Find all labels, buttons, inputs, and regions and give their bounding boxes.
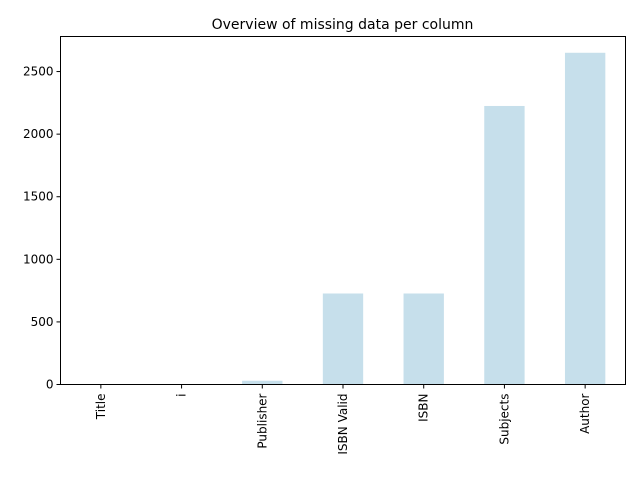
x-tick-label-title: Title (94, 394, 108, 421)
y-tick-label-1000: 1000 (23, 252, 54, 266)
chart-title: Overview of missing data per column (212, 17, 474, 33)
bar-author (564, 52, 606, 385)
x-tick-label-publisher: Publisher (255, 393, 269, 448)
y-tick-label-500: 500 (31, 315, 54, 329)
y-tick-label-2500: 2500 (23, 65, 54, 79)
plot-frame (60, 36, 626, 385)
x-axis: Title i Publisher ISBN Valid ISBN Subjects Aut… (94, 384, 592, 455)
x-tick-label-subjects: Subjects (497, 394, 511, 445)
x-tick-label-isbn: ISBN (417, 394, 431, 422)
x-tick-label-author: Author (578, 393, 592, 433)
bars-group (242, 52, 606, 385)
bar-subjects (484, 105, 525, 385)
y-tick-label-2000: 2000 (23, 127, 54, 141)
y-tick-label-0: 0 (46, 378, 54, 392)
y-axis: 0 500 1000 1500 2000 2500 (23, 65, 61, 392)
bar-isbn-valid (322, 293, 364, 385)
x-tick-label-i: i (175, 394, 189, 397)
bar-isbn (403, 293, 444, 385)
x-tick-label-isbn-valid: ISBN Valid (336, 394, 350, 455)
bar-publisher (242, 380, 283, 385)
y-tick-label-1500: 1500 (23, 190, 54, 204)
